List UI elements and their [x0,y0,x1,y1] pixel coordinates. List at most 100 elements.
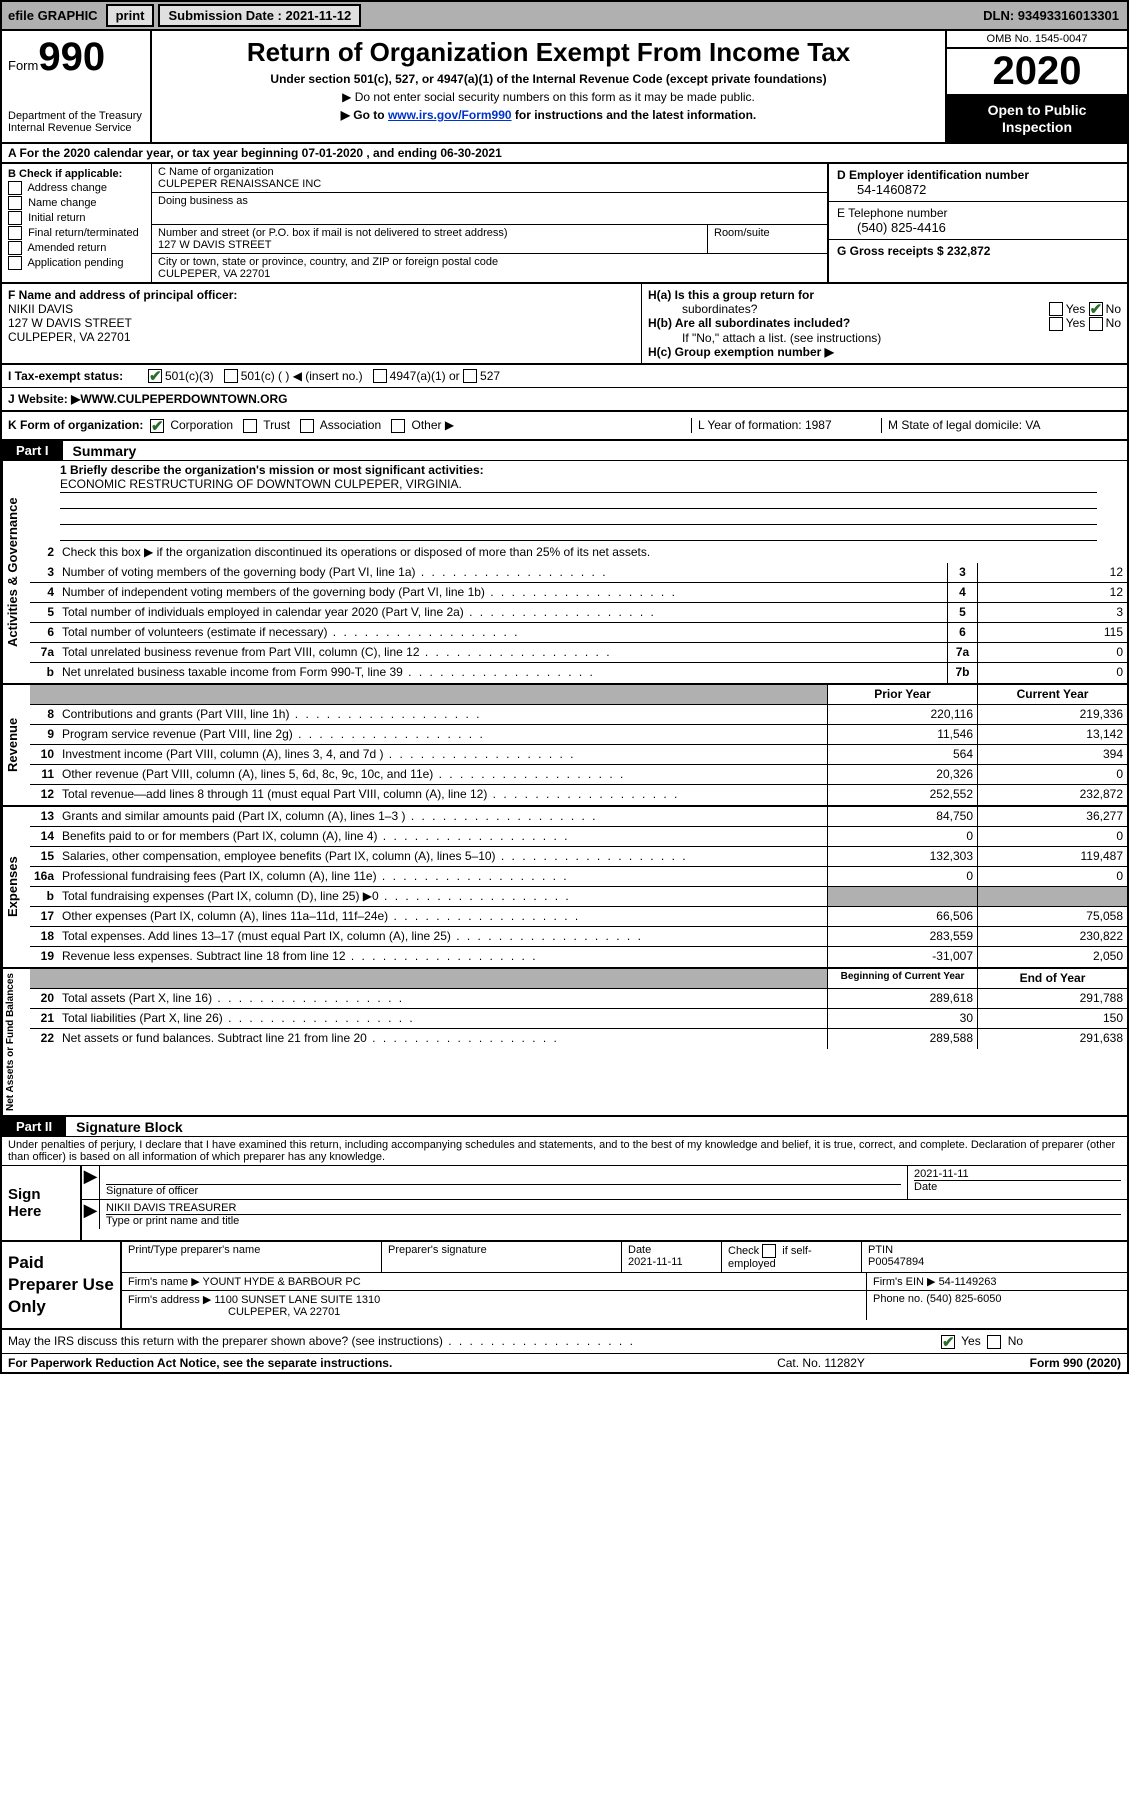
line-no: 4 [30,583,58,602]
ha-row2: subordinates? Yes No [648,302,1121,317]
current-value: 232,872 [977,785,1127,805]
line-no: 6 [30,623,58,642]
firm-ein-label: Firm's EIN ▶ [873,1276,936,1288]
section-revenue: Revenue Prior Year Current Year 8Contrib… [2,685,1127,807]
ha-no[interactable] [1089,302,1103,316]
submission-date-button[interactable]: Submission Date : 2021-11-12 [158,4,361,27]
current-value: 0 [977,765,1127,784]
prior-value: 11,546 [827,725,977,744]
current-value [977,887,1127,906]
line-no: 7a [30,643,58,662]
line-b: bTotal fundraising expenses (Part IX, co… [30,887,1127,907]
chk-final-return[interactable]: Final return/terminated [8,226,145,240]
form-page: efile GRAPHIC print Submission Date : 20… [0,0,1129,1374]
line-box: 3 [947,563,977,582]
line-11: 11Other revenue (Part VIII, column (A), … [30,765,1127,785]
line-value: 0 [977,663,1127,683]
hb-row: H(b) Are all subordinates included? Yes … [648,316,1121,331]
current-value: 0 [977,867,1127,886]
chk-501c3[interactable] [148,369,162,383]
i-label: I Tax-exempt status: [8,369,148,383]
sign-here-block: Sign Here ▶ Signature of officer 2021-11… [2,1166,1127,1242]
chk-self-employed[interactable] [762,1244,776,1258]
line-no: 15 [30,847,58,866]
hdr-begin-end: Beginning of Current Year End of Year [30,969,1127,989]
section-activities-governance: Activities & Governance 1 Briefly descri… [2,461,1127,685]
line-8: 8Contributions and grants (Part VIII, li… [30,705,1127,725]
chk-other[interactable] [391,419,405,433]
phone-value: (540) 825-4416 [837,220,1119,235]
line-17: 17Other expenses (Part IX, column (A), l… [30,907,1127,927]
line-12: 12Total revenue—add lines 8 through 11 (… [30,785,1127,805]
e-label: E Telephone number [837,206,1119,220]
line-box: 5 [947,603,977,622]
current-value: 2,050 [977,947,1127,967]
prior-value: 0 [827,827,977,846]
irs-link[interactable]: www.irs.gov/Form990 [388,108,512,122]
ha-yes[interactable] [1049,302,1063,316]
hc-label: H(c) Group exemption number ▶ [648,345,834,359]
section-c: C Name of organization CULPEPER RENAISSA… [152,164,827,282]
mission-blank1 [60,493,1097,509]
prior-value: 66,506 [827,907,977,926]
chk-501c[interactable] [224,369,238,383]
line-desc: Grants and similar amounts paid (Part IX… [58,807,827,826]
entity-block: B Check if applicable: Address change Na… [2,164,1127,284]
prep-name-hdr: Print/Type preparer's name [122,1242,382,1272]
hb-no[interactable] [1089,317,1103,331]
open-line1: Open to Public [988,102,1087,118]
line-6: 6Total number of volunteers (estimate if… [30,623,1127,643]
part1-tab: Part I [2,441,63,460]
sign-here-label: Sign Here [2,1166,82,1240]
dln-label: DLN: 93493316013301 [975,6,1127,25]
firm-name-label: Firm's name ▶ [128,1276,200,1288]
hdr-begin: Beginning of Current Year [827,969,977,988]
section-d-e-g: D Employer identification number 54-1460… [827,164,1127,282]
line-desc: Total expenses. Add lines 13–17 (must eq… [58,927,827,946]
discuss-no[interactable] [987,1335,1001,1349]
note-link: ▶ Go to www.irs.gov/Form990 for instruct… [160,108,937,122]
line-no: 20 [30,989,58,1008]
chk-initial-return[interactable]: Initial return [8,211,145,225]
paid-preparer-block: Paid Preparer Use Only Print/Type prepar… [2,1242,1127,1330]
hb-yes[interactable] [1049,317,1063,331]
mission-text: ECONOMIC RESTRUCTURING OF DOWNTOWN CULPE… [60,477,1097,493]
section-net-assets: Net Assets or Fund Balances Beginning of… [2,969,1127,1117]
mission-label: 1 Briefly describe the organization's mi… [60,463,1097,477]
chk-4947[interactable] [373,369,387,383]
discuss-yes[interactable] [941,1335,955,1349]
tax-year: 2020 [947,49,1127,96]
line-no: 19 [30,947,58,967]
chk-address-change[interactable]: Address change [8,181,145,195]
ha-sub: subordinates? [648,302,757,317]
print-button[interactable]: print [106,4,155,27]
line-desc: Total unrelated business revenue from Pa… [58,643,947,662]
line-desc: Program service revenue (Part VIII, line… [58,725,827,744]
current-value: 75,058 [977,907,1127,926]
sig-date-value: 2021-11-11 [914,1168,1121,1180]
chk-trust[interactable] [243,419,257,433]
chk-corp[interactable] [150,419,164,433]
row-klm: K Form of organization: Corporation Trus… [2,412,1127,441]
officer-addr2: CULPEPER, VA 22701 [8,330,635,344]
prior-value: 564 [827,745,977,764]
sig-arrow-icon: ▶ [82,1166,100,1199]
line-18: 18Total expenses. Add lines 13–17 (must … [30,927,1127,947]
opt-501c3: 501(c)(3) [165,369,214,383]
chk-527[interactable] [463,369,477,383]
chk-assoc[interactable] [300,419,314,433]
chk-app-pending[interactable]: Application pending [8,256,145,270]
line-desc: Benefits paid to or for members (Part IX… [58,827,827,846]
officer-signature[interactable] [106,1168,901,1184]
name-title-label: Type or print name and title [106,1214,1121,1227]
firm-phone-label: Phone no. [873,1293,923,1305]
chk-name-change[interactable]: Name change [8,196,145,210]
paperwork-notice: For Paperwork Reduction Act Notice, see … [8,1356,721,1370]
line-desc: Salaries, other compensation, employee b… [58,847,827,866]
current-value: 0 [977,827,1127,846]
firm-addr1: 1100 SUNSET LANE SUITE 1310 [214,1294,380,1306]
chk-amended[interactable]: Amended return [8,241,145,255]
line-desc: Number of independent voting members of … [58,583,947,602]
current-value: 291,638 [977,1029,1127,1049]
current-value: 230,822 [977,927,1127,946]
